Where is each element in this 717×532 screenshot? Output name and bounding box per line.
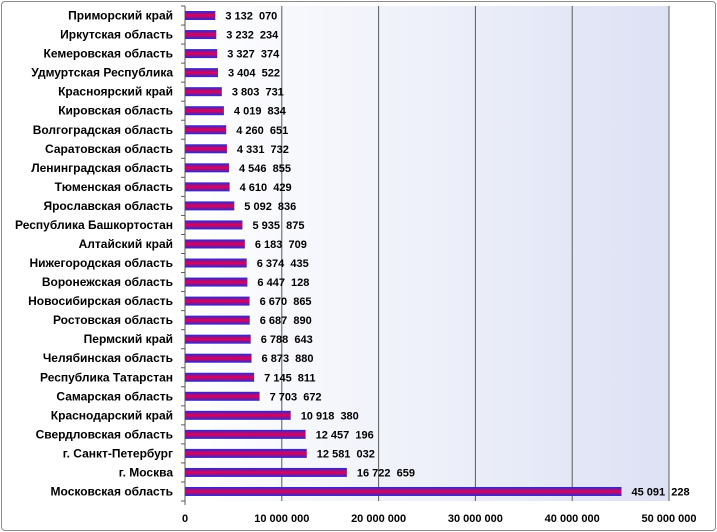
- category-label: Саратовская область: [45, 142, 173, 156]
- value-label: 3 327 374: [227, 49, 280, 61]
- x-axis-tick-labels: 0 10 000 000 20 000 000 30 000 000 40 000 00…: [182, 513, 697, 525]
- value-label: 12 457 196: [316, 429, 374, 441]
- category-label: Красноярский край: [58, 85, 173, 99]
- value-label: 6 183 709: [255, 239, 307, 251]
- bar: [185, 334, 251, 344]
- value-label: 12 581 032: [317, 448, 375, 460]
- value-label: 4 610 429: [240, 182, 292, 194]
- bar: [185, 467, 347, 477]
- value-label: 45 091 228: [631, 486, 689, 498]
- bar: [185, 163, 230, 173]
- value-label: 5 092 836: [244, 201, 296, 213]
- bars: [185, 11, 622, 496]
- value-label: 6 687 890: [260, 315, 312, 327]
- category-label: Пермский край: [84, 332, 173, 346]
- bar: [185, 30, 217, 40]
- x-tick-label: 0: [182, 513, 188, 525]
- category-label: Новосибирская область: [28, 294, 173, 308]
- x-tick-label: 30 000 000: [448, 513, 503, 525]
- bar: [185, 315, 250, 325]
- category-label: Самарская область: [56, 389, 173, 403]
- value-label: 3 803 731: [232, 87, 284, 99]
- value-label: 6 374 435: [257, 258, 309, 270]
- bar: [185, 372, 255, 382]
- plot-area: [185, 6, 669, 501]
- bar: [185, 277, 248, 287]
- value-label: 5 935 875: [252, 220, 304, 232]
- category-label: Волгоградская область: [33, 123, 173, 137]
- bar: [185, 239, 245, 249]
- x-tick-label: 10 000 000: [254, 513, 309, 525]
- value-label: 4 260 651: [236, 125, 288, 137]
- category-label: Кировская область: [58, 104, 173, 118]
- bar: [185, 201, 235, 211]
- category-label: Иркутская область: [60, 28, 173, 42]
- value-label: 4 331 732: [237, 144, 289, 156]
- category-label: Челябинская область: [43, 351, 173, 365]
- bar: [185, 410, 291, 420]
- category-label: г. Москва: [119, 465, 174, 479]
- category-label: Ленинградская область: [31, 161, 173, 175]
- value-label: 10 918 380: [301, 410, 359, 422]
- value-label: 6 447 128: [257, 277, 309, 289]
- value-label: 16 722 659: [357, 467, 415, 479]
- category-label: Ярославская область: [43, 199, 173, 213]
- category-label: Республика Башкортостан: [15, 218, 173, 232]
- category-label: Алтайский край: [79, 237, 173, 251]
- x-tick-label: 20 000 000: [351, 513, 406, 525]
- value-label: 3 232 234: [226, 30, 279, 42]
- value-label: 6 788 643: [261, 334, 313, 346]
- bar: [185, 353, 252, 363]
- category-label: Московская область: [51, 484, 173, 498]
- x-tick-label: 50 000 000: [641, 513, 696, 525]
- category-label: г. Санкт-Петербург: [63, 446, 173, 460]
- bar: [185, 258, 247, 268]
- value-label: 6 873 880: [262, 353, 314, 365]
- x-tick-label: 40 000 000: [545, 513, 600, 525]
- value-label: 3 404 522: [228, 68, 280, 80]
- category-labels: Приморский край Иркутская область Кемеровс…: [15, 9, 173, 499]
- category-label: Ростовская область: [53, 313, 173, 327]
- category-label: Краснодарский край: [51, 408, 173, 422]
- bar: [185, 296, 250, 306]
- value-label: 4 546 855: [239, 163, 291, 175]
- bar: [185, 448, 307, 458]
- value-label: 3 132 070: [225, 11, 277, 23]
- bar: [185, 125, 227, 135]
- category-label: Тюменская область: [55, 180, 173, 194]
- value-label: 4 019 834: [234, 106, 287, 118]
- value-label: 7 703 672: [270, 391, 322, 403]
- category-label: Нижегородская область: [29, 256, 173, 270]
- bar: [185, 68, 218, 78]
- bar: [185, 144, 227, 154]
- value-label: 6 670 865: [260, 296, 312, 308]
- category-label: Воронежская область: [42, 275, 173, 289]
- bar: [185, 87, 222, 97]
- bar: [185, 220, 243, 230]
- bar: [185, 182, 230, 192]
- value-labels: 3 132 070 3 232 234 3 327 374 3 404 522 3 80…: [225, 11, 689, 499]
- bar: [185, 11, 216, 21]
- value-label: 7 145 811: [264, 372, 315, 384]
- category-label: Приморский край: [68, 9, 173, 23]
- bar: [185, 49, 218, 59]
- bar: [185, 429, 306, 439]
- category-label: Кемеровская область: [44, 47, 174, 61]
- category-label: Республика Татарстан: [40, 370, 173, 384]
- bar: [185, 106, 224, 116]
- category-label: Удмуртская Республика: [31, 66, 173, 80]
- bar: [185, 486, 622, 496]
- category-label: Свердловская область: [36, 427, 173, 441]
- bar: [185, 391, 260, 401]
